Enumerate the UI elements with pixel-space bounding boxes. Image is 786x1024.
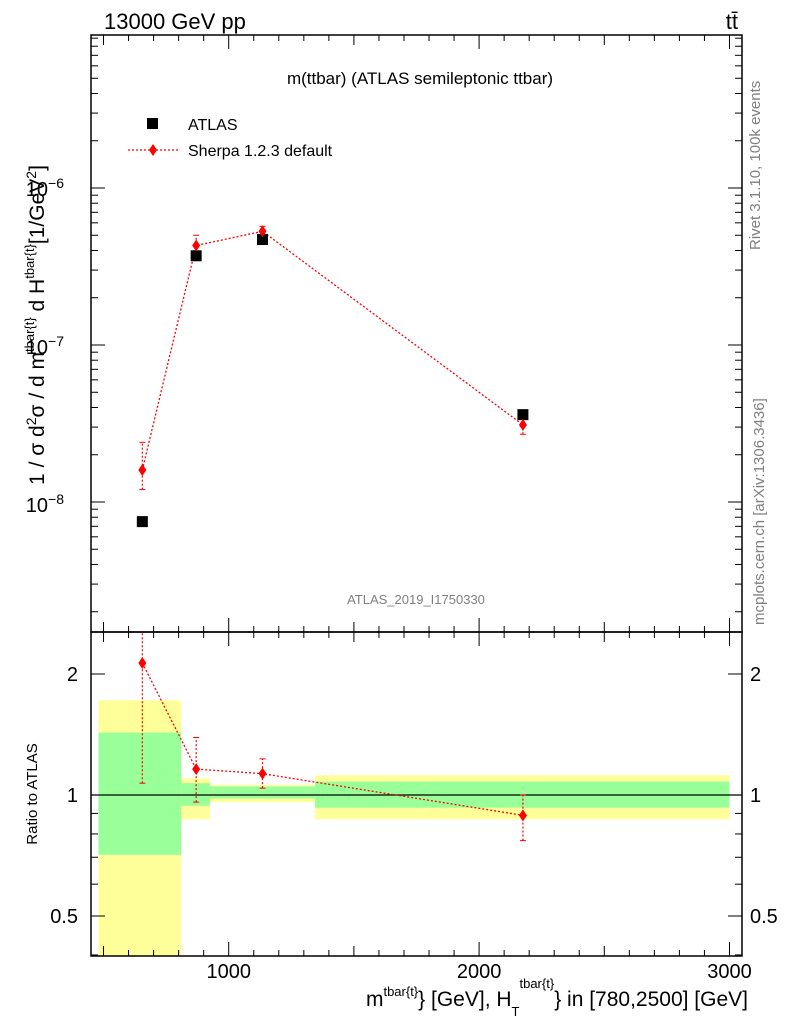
analysis-watermark: ATLAS_2019_I1750330: [347, 592, 485, 607]
legend-sherpa-label: Sherpa 1.2.3 default: [188, 143, 333, 160]
rivet-version-label: Rivet 3.1.10, 100k events: [747, 81, 764, 250]
ratio-bands: [98, 700, 730, 956]
ratio-y-tick-label: 0.5: [50, 906, 78, 928]
ratio-y-tick-labels-right: 0.5 1 2: [750, 664, 778, 928]
legend: ATLAS Sherpa 1.2.3 default: [128, 117, 333, 160]
sherpa-curve: [141, 230, 524, 471]
ratio-axis-ticks: [91, 632, 742, 956]
main-panel: 10−8 10−7 10−6 m(ttbar) (ATLAS semilepto…: [22, 34, 743, 633]
sherpa-point: [138, 463, 147, 476]
x-axis-label: mtbar{t}} [GeV], HTtbar{t}} in [780,2500…: [366, 976, 748, 1019]
x-tick-labels: 1000 2000 3000: [206, 961, 751, 983]
x-tick-label: 2000: [457, 961, 502, 983]
mcplots-label: mcplots.cern.ch [arXiv:1306.3436]: [751, 398, 768, 625]
main-axis-ticks: [91, 35, 742, 632]
sherpa-point: [518, 418, 527, 431]
ratio-y-tick-label: 2: [750, 664, 761, 686]
legend-sherpa-marker: [149, 144, 157, 156]
ratio-y-tick-label: 1: [67, 785, 78, 807]
atlas-point: [517, 409, 529, 421]
ratio-point: [192, 763, 201, 776]
atlas-point: [257, 233, 269, 245]
atlas-point: [190, 250, 202, 262]
ratio-curve: [141, 662, 524, 816]
x-tick-label: 3000: [707, 961, 752, 983]
y-tick-label: 10−8: [26, 491, 64, 517]
legend-atlas-marker: [147, 118, 158, 129]
ratio-frame: [90, 631, 743, 957]
atlas-point: [136, 516, 148, 528]
green-band: [98, 732, 182, 855]
legend-atlas-label: ATLAS: [188, 117, 238, 134]
main-y-tick-labels: 10−8 10−7 10−6: [26, 175, 64, 517]
ratio-point: [518, 809, 527, 822]
energy-label: 13000 GeV pp: [104, 9, 246, 34]
sherpa-point: [258, 225, 267, 238]
ratio-y-tick-labels: 0.5 1 2: [50, 664, 78, 928]
ratio-y-tick-label: 0.5: [750, 906, 778, 928]
ratio-panel: 0.512 0.512 1000 2000 3000 Ratio to ATLAS …: [24, 631, 778, 1019]
x-tick-label: 1000: [206, 961, 251, 983]
ratio-y-tick-label: 2: [67, 664, 78, 686]
ratio-point: [258, 767, 267, 780]
ratio-y-axis-label: Ratio to ATLAS: [24, 743, 41, 844]
ratio-y-tick-label: 1: [750, 785, 761, 807]
process-label: tt̄: [726, 9, 738, 34]
y-tick-label: 10−6: [26, 175, 64, 201]
ratio-point: [138, 657, 147, 670]
main-data-layer: [136, 225, 529, 528]
plot-title: m(ttbar) (ATLAS semileptonic ttbar): [287, 69, 553, 88]
sherpa-point: [192, 239, 201, 252]
main-y-axis-label: 1 / σ d2σ / d mtbar{t} d Htbar{t}[1/GeV2…: [22, 165, 49, 485]
